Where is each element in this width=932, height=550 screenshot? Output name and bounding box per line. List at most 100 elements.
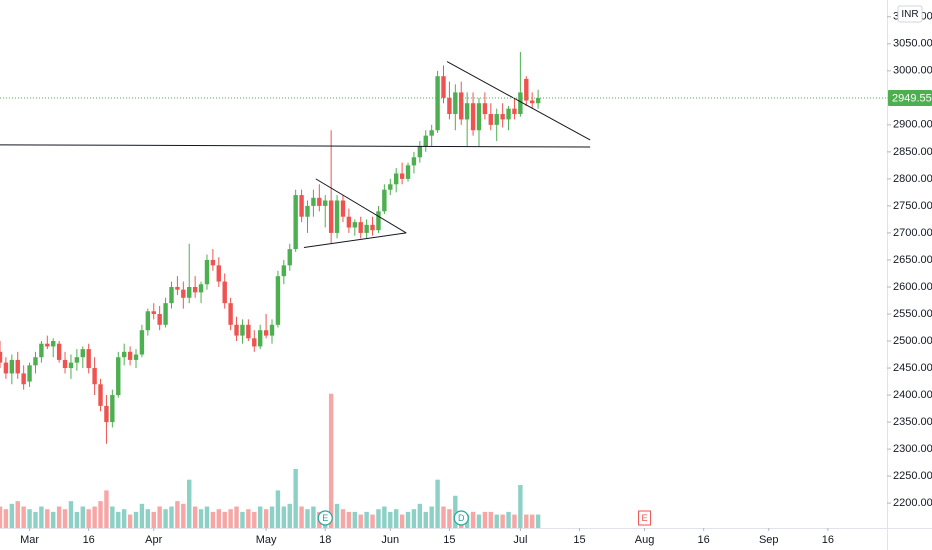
candle-body xyxy=(411,157,417,166)
candle-body xyxy=(281,265,287,277)
volume-bar xyxy=(364,511,369,528)
candle-body xyxy=(423,135,428,147)
candle-body xyxy=(204,259,210,285)
x-tick-label: 16 xyxy=(698,534,710,546)
x-tick-label: Jul xyxy=(513,534,527,546)
candle-body xyxy=(9,359,15,374)
volume-bar xyxy=(399,514,405,528)
volume-bar xyxy=(121,509,127,528)
candle-body xyxy=(287,249,292,266)
volume-bar xyxy=(74,511,80,528)
trend-line xyxy=(303,232,407,249)
candle-body xyxy=(3,362,9,374)
candle-body xyxy=(506,108,511,120)
volume-bar xyxy=(441,506,446,528)
volume-bar xyxy=(346,511,352,528)
candle-body xyxy=(62,359,68,369)
volume-bar xyxy=(98,501,103,528)
x-tick-label: Sep xyxy=(759,534,779,546)
volume-bar xyxy=(86,509,91,528)
volume-bar xyxy=(127,514,133,528)
candle-body xyxy=(275,276,281,325)
volume-bar xyxy=(139,503,145,528)
volume-bar xyxy=(393,509,399,528)
candle-body xyxy=(181,289,186,298)
candle-body xyxy=(86,349,91,369)
volume-bar xyxy=(192,506,198,528)
volume-bar xyxy=(21,506,26,528)
candle-body xyxy=(453,92,458,115)
volume-bar xyxy=(204,506,210,528)
volume-bar xyxy=(56,506,62,528)
last-price-box xyxy=(888,90,932,107)
volume-bar xyxy=(411,509,417,528)
volume-bar xyxy=(376,509,381,528)
x-tick-label: 15 xyxy=(573,534,585,546)
candle-body xyxy=(482,103,488,115)
volume-bar xyxy=(476,514,482,528)
volume-bar xyxy=(535,514,541,528)
volume-bar xyxy=(417,503,423,528)
candle-body xyxy=(323,200,328,206)
event-marker xyxy=(453,510,469,526)
volume-bar xyxy=(429,506,434,528)
volume-bar xyxy=(0,506,3,528)
candle-body xyxy=(187,286,192,298)
candle-body xyxy=(139,330,145,355)
candle-body xyxy=(459,92,464,120)
x-tick-label: May xyxy=(256,534,277,546)
volume-bar xyxy=(512,514,517,528)
x-tick-label: Aug xyxy=(635,534,655,546)
volume-bar xyxy=(80,506,85,528)
candle-body xyxy=(269,324,275,336)
candle-body xyxy=(104,405,109,423)
candle-body xyxy=(293,195,298,250)
candle-body xyxy=(352,222,357,228)
y-tick-label: 2800.00 xyxy=(893,173,932,185)
volume-bar xyxy=(257,506,263,528)
y-tick-label: 2200.00 xyxy=(893,497,932,509)
y-tick-label: 3000.00 xyxy=(893,65,932,77)
volume-bar xyxy=(488,511,494,528)
volume-bar xyxy=(33,511,38,528)
candle-body xyxy=(317,197,322,206)
candle-body xyxy=(405,165,411,179)
volume-bar xyxy=(228,509,233,528)
volume-bar xyxy=(104,490,109,528)
volume-bar xyxy=(68,501,74,528)
candle-body xyxy=(27,365,32,382)
candle-body xyxy=(175,286,180,290)
volume-bar xyxy=(405,511,411,528)
volume-bar xyxy=(358,514,363,528)
candle-body xyxy=(133,354,139,360)
volume-bar xyxy=(9,503,15,528)
x-tick-label: Apr xyxy=(145,534,162,546)
candle-body xyxy=(464,103,470,120)
candle-body xyxy=(257,330,263,347)
y-tick-label: 2850.00 xyxy=(893,146,932,158)
candle-body xyxy=(234,324,239,336)
trend-line xyxy=(315,178,407,234)
volume-bar xyxy=(518,485,523,528)
volume-bar xyxy=(530,514,535,528)
candle-body xyxy=(45,343,50,347)
y-tick-label: 2550.00 xyxy=(893,308,932,320)
trend-line xyxy=(446,61,591,141)
candle-body xyxy=(39,343,44,358)
volume-bar xyxy=(352,511,357,528)
candle-body xyxy=(535,98,541,104)
x-tick-label: 16 xyxy=(83,534,95,546)
volume-bar xyxy=(187,479,192,528)
x-tick-label: Jun xyxy=(381,534,399,546)
volume-bar xyxy=(234,506,239,528)
candle-body xyxy=(169,286,174,304)
candle-body xyxy=(51,341,56,347)
candle-body xyxy=(470,103,476,131)
volume-bar xyxy=(500,514,505,528)
volume-bar xyxy=(328,393,334,528)
candle-body xyxy=(524,78,529,101)
volume-bar xyxy=(151,511,156,528)
candle-body xyxy=(305,205,310,217)
volume-bar xyxy=(15,501,20,528)
